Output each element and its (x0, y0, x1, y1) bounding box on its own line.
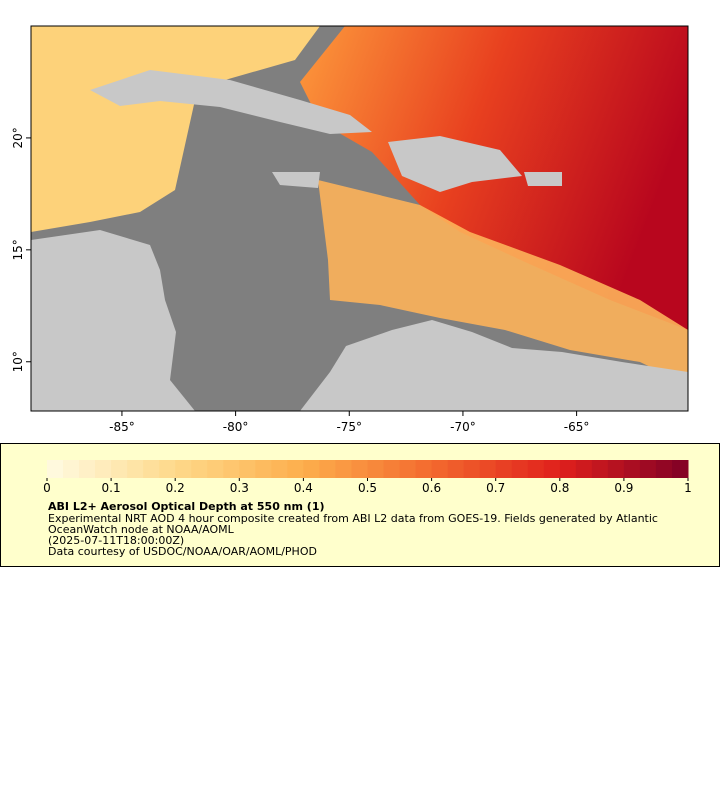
colorbar-swatch (95, 460, 112, 478)
y-tick-label: 15° (11, 239, 25, 260)
aerosol-low (31, 26, 320, 232)
y-tick-label: 10° (11, 351, 25, 372)
colorbar-swatch (399, 460, 417, 478)
land-jamaica (272, 172, 320, 188)
colorbar-swatch (431, 460, 449, 478)
colorbar-swatch (479, 460, 497, 478)
colorbar-swatch (175, 460, 192, 478)
colorbar-swatch (191, 460, 208, 478)
colorbar-swatch (655, 460, 673, 478)
colorbar-swatch (303, 460, 320, 478)
colorbar-swatch (639, 460, 657, 478)
land-cuba (90, 70, 372, 134)
colorbar-tick-label: 0.2 (166, 481, 185, 495)
colorbar-swatch (671, 460, 689, 478)
colorbar-swatch (607, 460, 625, 478)
colorbar-swatch (47, 460, 64, 478)
legend-line: Experimental NRT AOD 4 hour composite cr… (48, 512, 658, 525)
colorbar-tick-label: 0.8 (550, 481, 569, 495)
legend-line: Data courtesy of USDOC/NOAA/OAR/AOML/PHO… (48, 545, 317, 558)
colorbar-swatch (559, 460, 577, 478)
colorbar-tick-label: 1 (684, 481, 692, 495)
colorbar-tick-label: 0.4 (294, 481, 313, 495)
colorbar-swatch (335, 460, 352, 478)
legend-line: OceanWatch node at NOAA/AOML (48, 523, 235, 536)
land-south-america (300, 320, 688, 411)
colorbar-swatch (383, 460, 401, 478)
colorbar-swatch (111, 460, 128, 478)
legend-title: ABI L2+ Aerosol Optical Depth at 550 nm … (48, 500, 325, 513)
aerosol-mid (318, 180, 688, 385)
colorbar-swatch (271, 460, 288, 478)
x-tick-label: -70° (450, 420, 476, 434)
colorbar-swatch (591, 460, 609, 478)
colorbar-swatch (623, 460, 641, 478)
x-tick-label: -75° (336, 420, 362, 434)
colorbar-swatch (127, 460, 144, 478)
colorbar-swatch (143, 460, 160, 478)
colorbar: 0 0.1 0.2 0.3 0.4 0.5 0.6 0.7 0.8 0.9 1 (43, 460, 692, 495)
colorbar-swatch (511, 460, 529, 478)
map-frame (30, 25, 689, 412)
colorbar-swatch (239, 460, 256, 478)
x-tick-label: -65° (564, 420, 590, 434)
colorbar-swatch (319, 460, 336, 478)
colorbar-swatch (223, 460, 240, 478)
colorbar-swatch (367, 460, 385, 478)
x-tick-label: -85° (109, 420, 135, 434)
colorbar-swatch (63, 460, 80, 478)
colorbar-swatch (543, 460, 561, 478)
colorbar-swatch (351, 460, 368, 478)
legend-line: (2025-07-11T18:00:00Z) (48, 534, 184, 547)
land-hispaniola (388, 136, 522, 192)
y-tick-label: 20° (11, 127, 25, 148)
colorbar-swatch (463, 460, 481, 478)
colorbar-swatch (495, 460, 513, 478)
colorbar-tick-label: 0 (43, 481, 51, 495)
colorbar-tick-label: 0.7 (486, 481, 505, 495)
colorbar-swatch (287, 460, 304, 478)
colorbar-swatch (415, 460, 433, 478)
colorbar-tick-label: 0.5 (358, 481, 377, 495)
colorbar-tick-label: 0.6 (422, 481, 441, 495)
colorbar-swatch (159, 460, 176, 478)
colorbar-swatch (207, 460, 224, 478)
colorbar-swatch (255, 460, 272, 478)
land-central-america (31, 230, 195, 411)
colorbar-tick-label: 0.3 (230, 481, 249, 495)
colorbar-swatch (527, 460, 545, 478)
colorbar-swatch (447, 460, 465, 478)
map (31, 26, 688, 411)
x-tick-label: -80° (223, 420, 249, 434)
colorbar-tick-label: 0.9 (614, 481, 633, 495)
colorbar-swatch (575, 460, 593, 478)
axes: -85° -80° -75° -70° -65° 10° 15° 20° (11, 127, 589, 434)
colorbar-tick-label: 0.1 (102, 481, 121, 495)
land-puerto-rico (524, 172, 562, 186)
colorbar-swatch (79, 460, 96, 478)
